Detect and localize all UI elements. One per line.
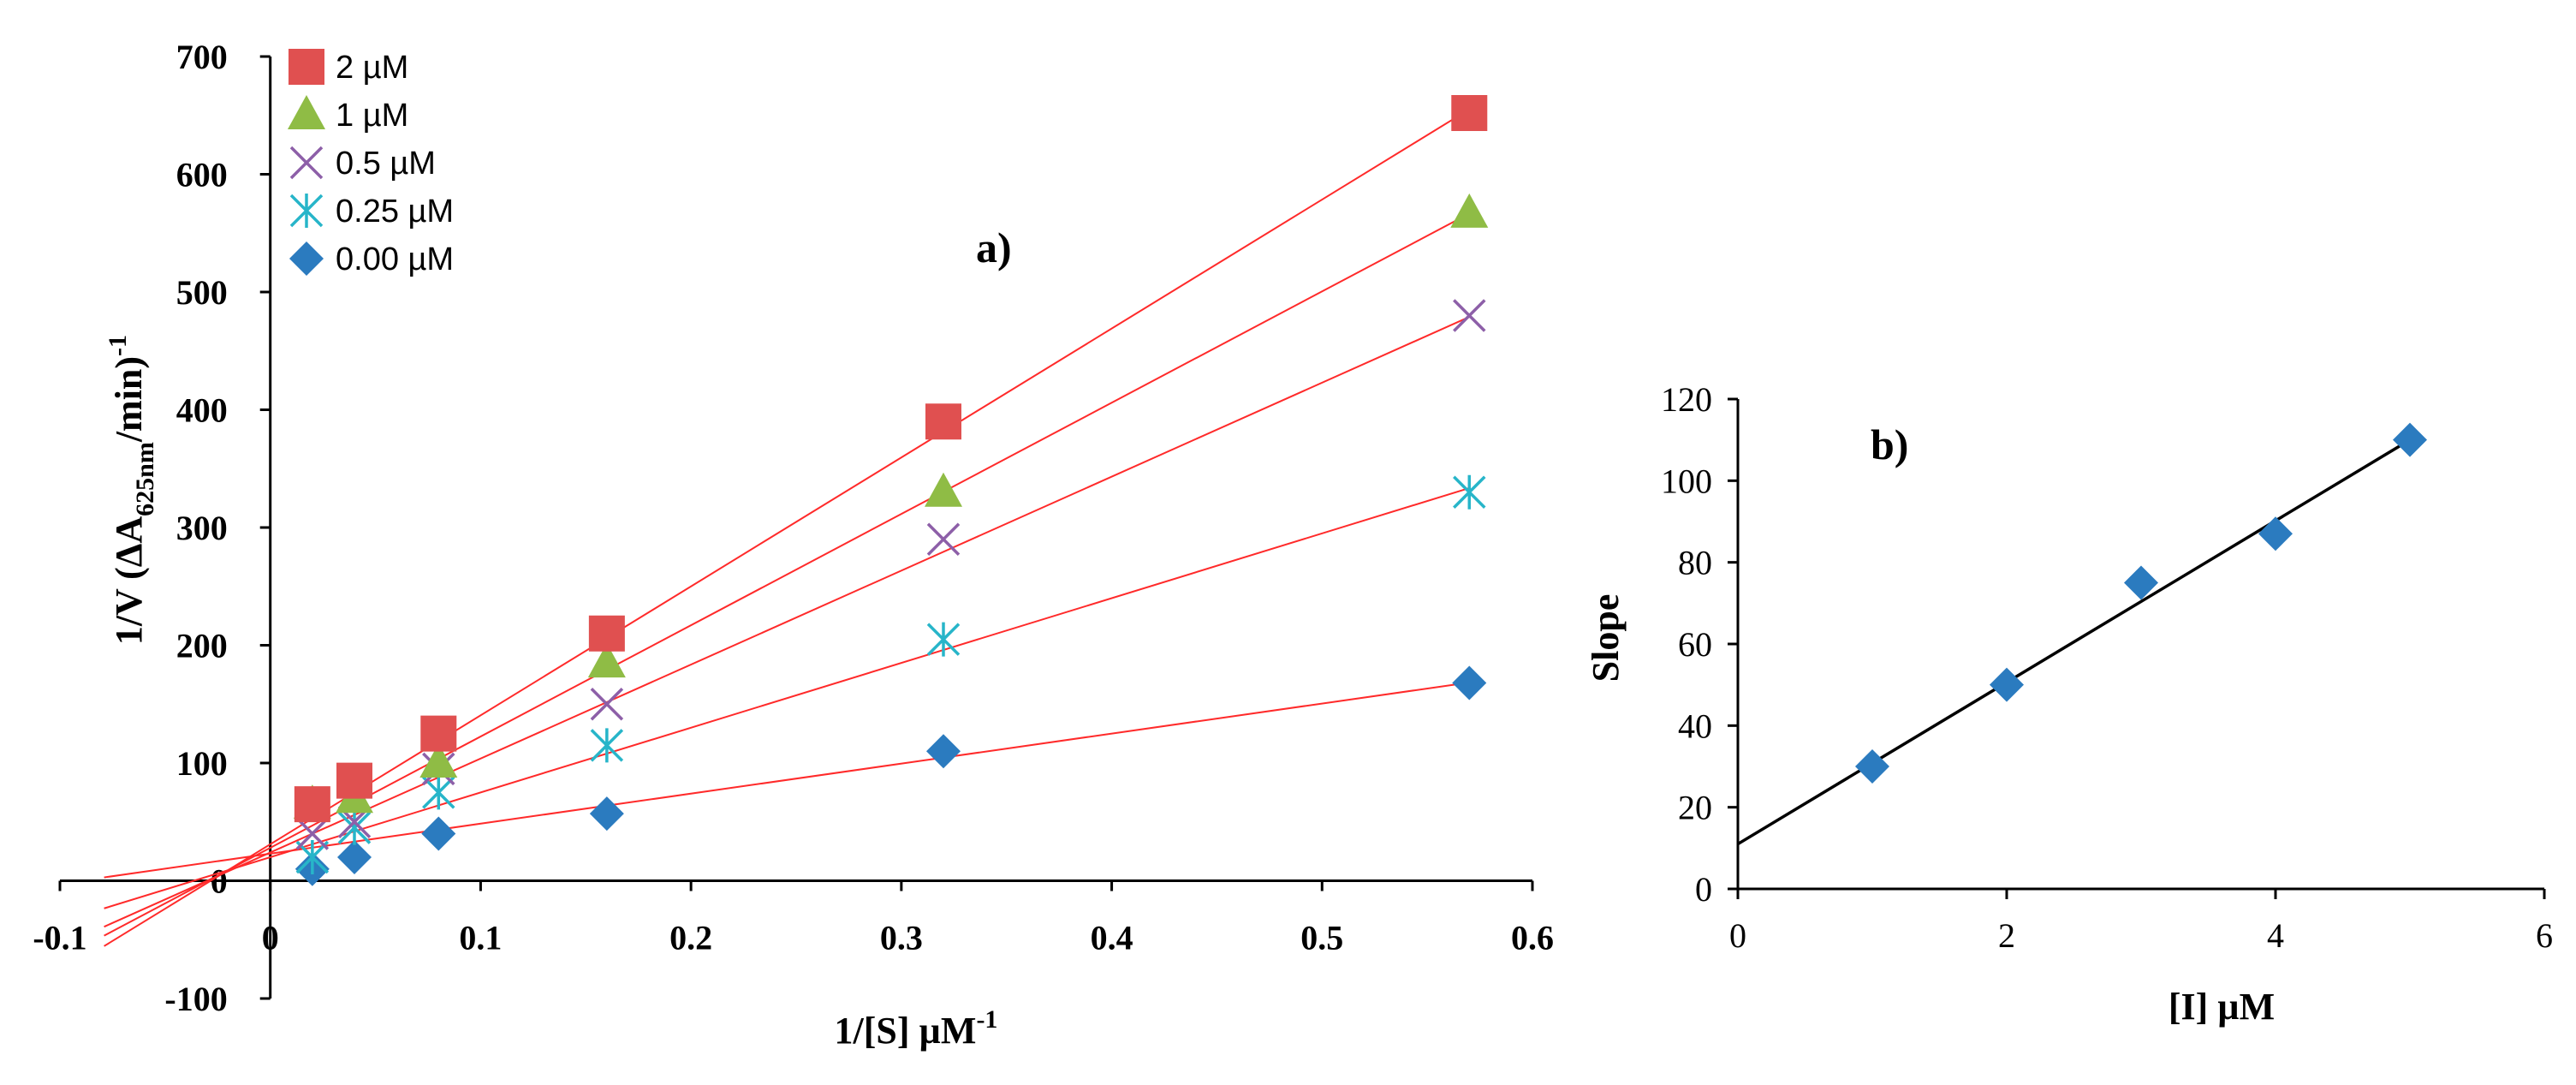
panel-a-plot: -0.1 0 0.1 0.2 0.3 0.4 0.5 0.6 -100 0 100 200 300 400… [33, 38, 1554, 1018]
panel-b-x-axis-title: [I] µM [2168, 986, 2275, 1028]
panel-a-x-tick-label: 0.6 [1511, 919, 1554, 957]
panel-a-point-series3-2 [422, 775, 455, 810]
panel-a-point-series0-1 [336, 762, 372, 799]
legend-marker-1 [288, 95, 325, 129]
panel-a-y-tick-label: 200 [176, 627, 228, 665]
panel-b-fit-line [1737, 438, 2411, 846]
panel-a-y-tick-label: -100 [164, 980, 227, 1018]
panel-b-y-axis-title: Slope [1585, 594, 1627, 683]
panel-a-fit-line-0 [104, 108, 1470, 947]
legend-marker-2 [289, 146, 324, 180]
panel-a-point-series3-1 [337, 810, 372, 845]
legend-label-3: 0.25 µM [336, 194, 454, 230]
panel-b-y-tick-label: 40 [1678, 706, 1712, 745]
panel-a-fit-line-3 [104, 486, 1470, 909]
panel-a-ylabel-main: 1/V (ΔA [108, 516, 150, 645]
panel-a-x-tick-label: 0.3 [880, 919, 923, 957]
panel-a-point-series0-0 [294, 786, 330, 823]
panel-b-y-tick-label: 120 [1661, 380, 1712, 419]
legend-marker-3 [289, 194, 324, 228]
panel-a-ylabel-sup: -1 [104, 335, 132, 356]
panel-b-y-tick-label: 60 [1678, 625, 1712, 664]
panel-a-label: a) [976, 224, 1012, 271]
panel-a-y-axis-title: 1/V (ΔA625nm/min)-1 [104, 335, 159, 645]
panel-a-fit-line-4 [104, 682, 1470, 879]
panel-b-x-tick-label: 2 [1998, 916, 2015, 955]
panel-a-y-tick-label: 600 [176, 156, 228, 194]
panel-a-x-tick-label: 0.2 [669, 919, 712, 957]
panel-b-point-3 [2258, 516, 2293, 551]
panel-a-xlabel-sup: -1 [976, 1005, 997, 1034]
panel-a-point-series4-1 [337, 840, 372, 874]
panel-a-point-series0-4 [925, 403, 961, 440]
panel-a-point-series0-3 [588, 615, 625, 652]
panel-a-fit-line-1 [104, 212, 1470, 937]
panel-a-point-series0-2 [420, 715, 457, 752]
panel-a-point-series2-0 [295, 817, 330, 850]
panel-b-y-tick-label: 0 [1695, 870, 1712, 909]
panel-a-point-series2-4 [926, 522, 961, 556]
panel-b-y-tick-label: 100 [1661, 462, 1712, 500]
panel-a-x-tick-label: 0.5 [1300, 919, 1343, 957]
panel-a-x-axis-title: 1/[S] µM-1 [835, 1005, 998, 1052]
panel-a-y-tick-label: 0 [211, 862, 228, 901]
panel-b-point-2 [2124, 565, 2158, 600]
panel-b-point-4 [2393, 422, 2427, 457]
panel-a-y-tick-label: 700 [176, 38, 228, 76]
panel-a-x-tick-label: 0.1 [459, 919, 502, 957]
panel-b-x-tick-label: 0 [1729, 916, 1746, 955]
legend-label-2: 0.5 µM [336, 146, 436, 182]
panel-a-point-series3-5 [1453, 474, 1486, 510]
panel-a-point-series1-5 [1450, 193, 1489, 228]
panel-a-point-series1-4 [925, 472, 962, 507]
panel-b-x-tick-label: 4 [2267, 916, 2284, 955]
panel-a-point-series2-3 [590, 688, 624, 721]
svg-text:1/V (ΔA625nm/min)-1: 1/V (ΔA625nm/min)-1 [104, 335, 159, 645]
panel-b-y-tick-label: 80 [1678, 544, 1712, 582]
panel-a-legend: 2 µM 1 µM 0.5 µM 0.25 µM 0.00 µM [288, 49, 454, 277]
panel-a-point-series4-3 [589, 796, 624, 832]
panel-b-label: b) [1871, 420, 1908, 468]
legend-label-4: 0.00 µM [336, 241, 454, 277]
panel-b-point-0 [1855, 749, 1889, 784]
panel-a-fit-line-2 [104, 316, 1470, 928]
legend-label-1: 1 µM [336, 98, 408, 134]
panel-a-y-tick-label: 100 [176, 744, 228, 783]
panel-b-point-1 [1990, 667, 2024, 702]
panel-a-y-tick-label: 300 [176, 509, 228, 547]
legend-marker-0 [289, 49, 324, 85]
panel-a-point-series3-4 [926, 622, 961, 657]
panel-b-x-tick-label: 6 [2536, 916, 2553, 955]
panel-a-x-tick-label: 0.4 [1091, 919, 1133, 957]
panel-a-point-series0-5 [1451, 95, 1488, 131]
svg-text:1/[S] µM-1: 1/[S] µM-1 [835, 1005, 998, 1052]
panel-a-y-tick-label: 500 [176, 273, 228, 312]
panel-a-point-series1-3 [587, 643, 626, 678]
panel-a-ylabel-tail: /min) [108, 356, 150, 443]
panel-a-point-series3-3 [590, 728, 624, 763]
legend-marker-4 [289, 241, 324, 276]
panel-a-point-series4-4 [926, 734, 961, 769]
panel-a-point-series1-2 [419, 743, 458, 778]
panel-a-ylabel-sub: 625nm [131, 442, 159, 516]
panel-a-point-series4-2 [421, 816, 456, 851]
panel-a-point-series2-5 [1453, 299, 1486, 332]
panel-a-xlabel-text: 1/[S] µM [835, 1010, 977, 1052]
panel-a-y-tick-label: 400 [176, 391, 228, 430]
panel-a-point-series3-0 [295, 840, 330, 874]
panel-a-point-series4-5 [1452, 665, 1487, 700]
panel-b-y-tick-label: 20 [1678, 789, 1712, 827]
legend-label-0: 2 µM [336, 50, 408, 86]
panel-a-x-tick-label: -0.1 [33, 919, 86, 957]
panel-a-x-tick-label: 0 [262, 919, 279, 957]
